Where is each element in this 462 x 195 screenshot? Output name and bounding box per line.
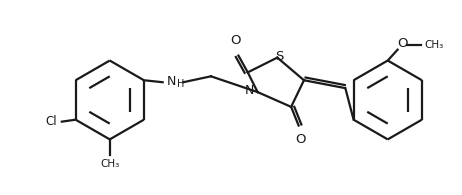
Text: S: S [275, 50, 284, 63]
Text: O: O [231, 34, 241, 47]
Text: O: O [397, 37, 408, 50]
Text: O: O [296, 134, 306, 146]
Text: N: N [244, 84, 254, 97]
Text: CH₃: CH₃ [424, 40, 444, 50]
Text: Cl: Cl [45, 115, 57, 128]
Text: H: H [177, 79, 185, 89]
Text: CH₃: CH₃ [100, 159, 119, 169]
Text: N: N [167, 75, 176, 88]
